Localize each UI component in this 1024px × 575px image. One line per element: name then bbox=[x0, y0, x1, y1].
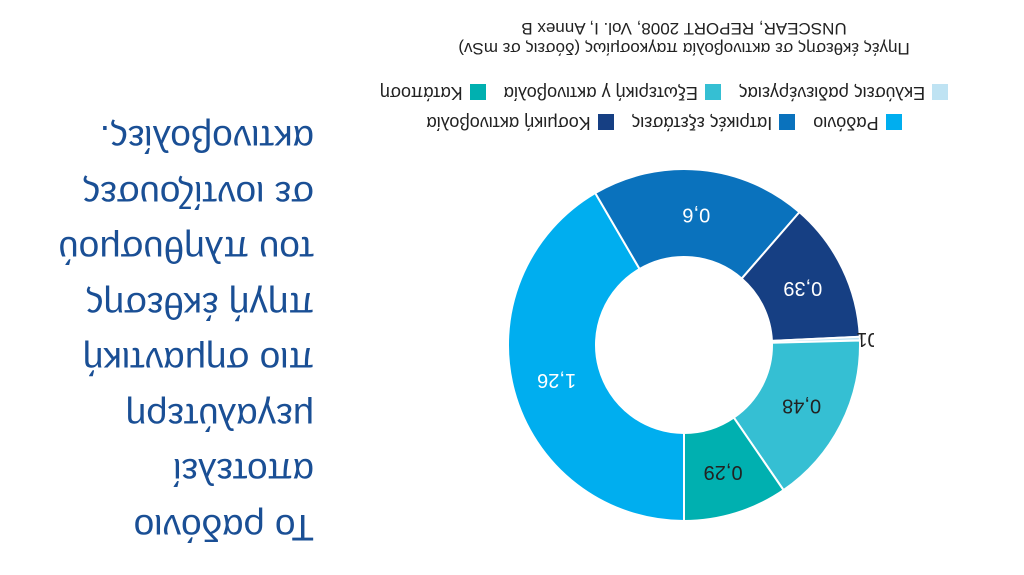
headline-line: του πληθυσμού bbox=[58, 229, 314, 271]
legend-row: Εκλύσεις ραδιενέργειας Εξωτερική γ ακτιν… bbox=[324, 82, 1004, 103]
legend-label: Ιατρικές εξετάσεις bbox=[631, 113, 773, 133]
legend-swatch bbox=[704, 84, 721, 101]
legend-row: Ραδόνιο Ιατρικές εξετάσεις Κοσμική ακτιν… bbox=[324, 112, 1004, 133]
headline-line: Το ραδόνιο bbox=[133, 507, 314, 548]
headline-line: μεγαλύτερη bbox=[125, 396, 314, 437]
legend-item-cosmic: Κοσμική ακτινοβολία bbox=[426, 112, 614, 133]
legend-item-medical: Ιατρικές εξετάσεις bbox=[632, 112, 796, 133]
slice-value-label: 0,48 bbox=[782, 395, 821, 417]
donut-slice bbox=[593, 168, 801, 280]
headline: Το ραδόνιο αποτελεί μεγαλύτερη πιο σημαν… bbox=[14, 111, 314, 555]
slice-value-label: 0,29 bbox=[704, 461, 743, 483]
legend-item-releases: Εκλύσεις ραδιενέργειας bbox=[738, 82, 949, 103]
headline-line: σε ιοντίζουσες bbox=[82, 174, 314, 215]
legend-label: Κοσμική ακτινοβολία bbox=[426, 113, 591, 133]
headline-line: πηγή έκθεσης bbox=[85, 285, 314, 326]
legend-label: Κατάποση bbox=[379, 83, 463, 103]
legend-swatch bbox=[779, 114, 796, 131]
slice-value-label: 1,26 bbox=[537, 369, 576, 391]
legend-swatch bbox=[932, 84, 949, 101]
legend-label: Ραδόνιο bbox=[813, 113, 879, 133]
donut-slice bbox=[507, 191, 685, 523]
legend-swatch bbox=[885, 114, 902, 131]
headline-line: αποτελεί bbox=[173, 451, 314, 493]
donut-slice bbox=[683, 416, 785, 523]
legend-swatch bbox=[469, 84, 486, 101]
legend-label: Εξωτερική γ ακτινοβολία bbox=[503, 83, 698, 103]
donut-chart: 1,260,60,390,010,480,29 bbox=[507, 168, 874, 523]
slice-value-label: 0,39 bbox=[783, 277, 822, 299]
headline-line: ακτινοβολίες. bbox=[99, 118, 314, 160]
legend-item-ingestion: Κατάποση bbox=[380, 82, 486, 103]
legend-swatch bbox=[597, 114, 614, 131]
chart-subtitle: UNSCEAR, REPORT 2008, Vol. I, Annex B bbox=[521, 19, 847, 38]
slice-value-label: 0,6 bbox=[682, 203, 710, 225]
legend-item-radon: Ραδόνιο bbox=[813, 112, 902, 133]
headline-line: πιο σημαντική bbox=[82, 340, 314, 382]
chart-title-block: Πηγές έκθεσης σε ακτινοβολία παγκοσμίως … bbox=[394, 18, 974, 58]
chart-legend: Ραδόνιο Ιατρικές εξετάσεις Κοσμική ακτιν… bbox=[324, 73, 1004, 133]
legend-label: Εκλύσεις ραδιενέργειας bbox=[738, 83, 926, 103]
legend-item-external-gamma: Εξωτερική γ ακτινοβολία bbox=[504, 82, 721, 103]
chart-title: Πηγές έκθεσης σε ακτινοβολία παγκοσμίως … bbox=[458, 39, 910, 58]
